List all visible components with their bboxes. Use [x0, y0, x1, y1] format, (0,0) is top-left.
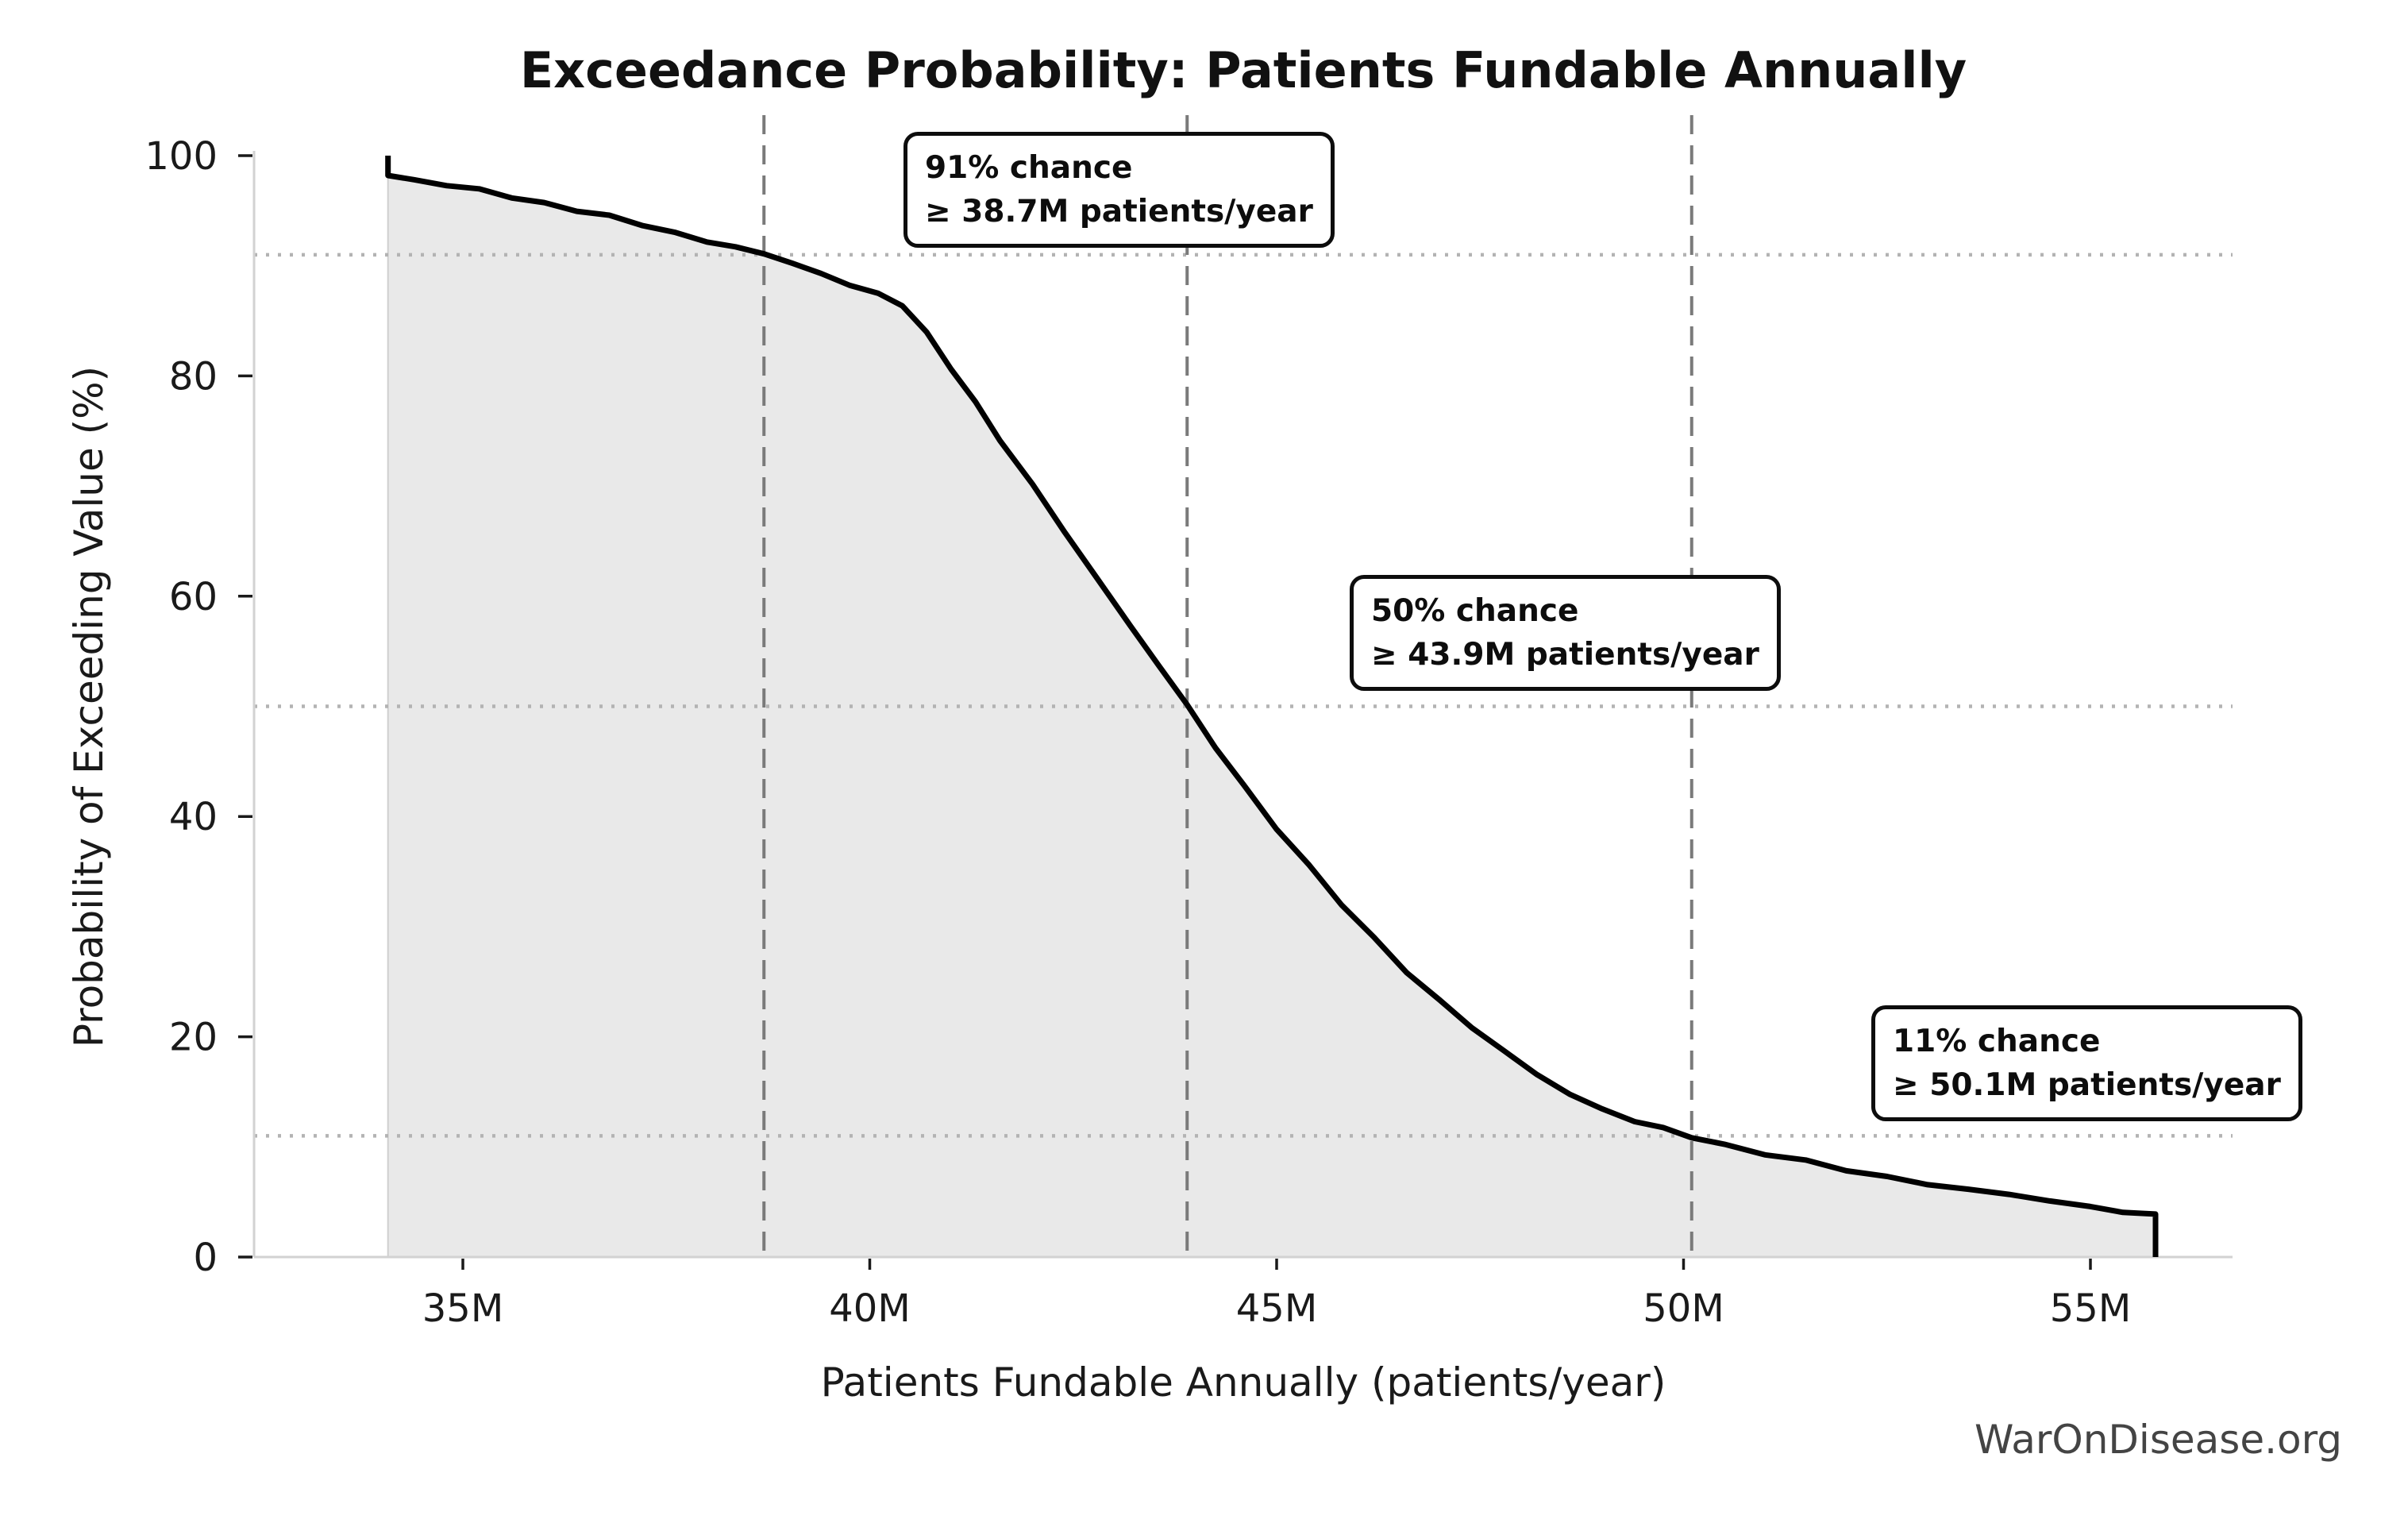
- annotation-11-line2: ≥ 50.1M patients/year: [1893, 1067, 2281, 1103]
- watermark: WarOnDisease.org: [1974, 1417, 2342, 1463]
- x-axis-label: Patients Fundable Annually (patients/yea…: [820, 1359, 1666, 1406]
- x-tick-label: 35M: [422, 1286, 504, 1331]
- y-tick-label: 80: [169, 354, 218, 399]
- y-tick-label: 20: [169, 1016, 218, 1060]
- y-tick-label: 40: [169, 795, 218, 839]
- exceedance-curve: [385, 156, 2159, 1257]
- annotation-91-line1: 91% chance: [925, 150, 1133, 186]
- annotation-11-line1: 11% chance: [1893, 1024, 2101, 1059]
- x-tick-label: 40M: [829, 1286, 911, 1331]
- guide-lines: [254, 115, 2233, 1257]
- annotation-50-line1: 50% chance: [1371, 593, 1579, 629]
- axis-ticks: 35M 40M 45M 50M 55M 0 20 40 60 80 100: [144, 134, 2131, 1331]
- y-tick-label: 100: [144, 134, 218, 179]
- exceedance-curve-line: [385, 156, 2159, 1257]
- axis-spines: [252, 151, 2233, 1259]
- x-tick-label: 45M: [1236, 1286, 1318, 1331]
- area-under-curve: [387, 156, 2156, 1257]
- annotation-box-11pct: 11% chance ≥ 50.1M patients/year: [1871, 1005, 2302, 1121]
- chart-title: Exceedance Probability: Patients Fundabl…: [519, 41, 1967, 99]
- annotation-91-line2: ≥ 38.7M patients/year: [925, 194, 1313, 229]
- y-axis-label: Probability of Exceeding Value (%): [66, 365, 112, 1048]
- annotation-50-line2: ≥ 43.9M patients/year: [1371, 637, 1759, 673]
- area-fill: [387, 156, 2156, 1257]
- x-tick-label: 50M: [1643, 1286, 1724, 1331]
- annotation-box-50pct: 50% chance ≥ 43.9M patients/year: [1350, 575, 1781, 691]
- x-tick-label: 55M: [2050, 1286, 2132, 1331]
- annotation-box-91pct: 91% chance ≥ 38.7M patients/year: [903, 132, 1335, 248]
- y-tick-label: 0: [193, 1236, 218, 1280]
- y-tick-label: 60: [169, 575, 218, 619]
